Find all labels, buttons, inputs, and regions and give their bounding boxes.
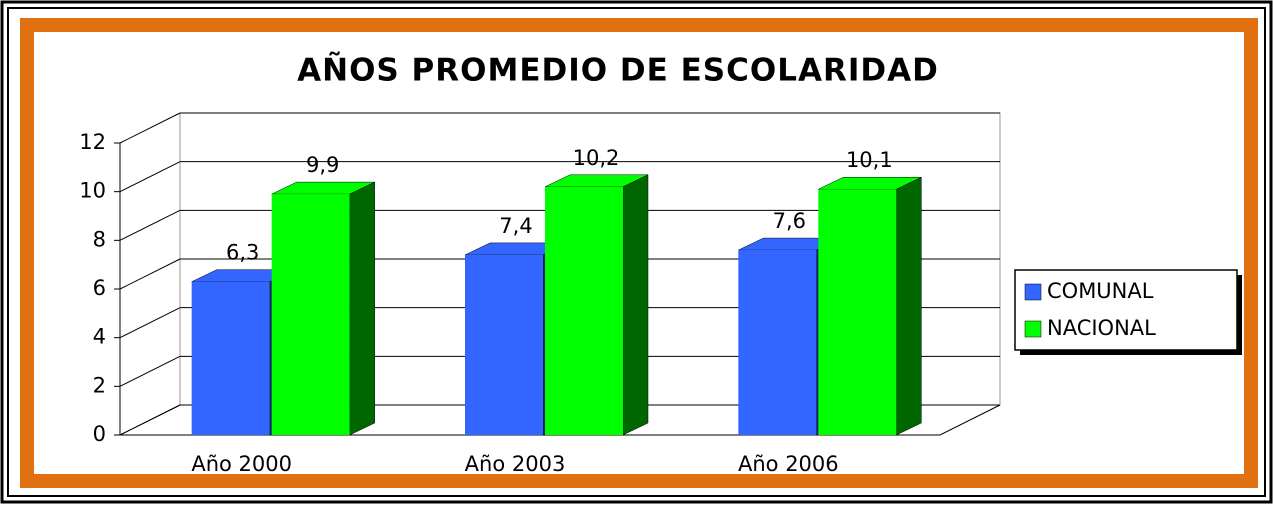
data-label: 10,2	[573, 146, 620, 170]
bar	[545, 186, 623, 435]
chart-title: AÑOS PROMEDIO DE ESCOLARIDAD	[297, 52, 939, 89]
y-tick-label: 0	[93, 422, 106, 446]
y-tick-label: 4	[93, 325, 106, 349]
y-tick-label: 10	[79, 179, 106, 203]
bar	[738, 250, 817, 435]
bar-side	[896, 176, 922, 436]
grid-line	[119, 161, 181, 193]
grid-line	[119, 355, 181, 387]
bar	[465, 254, 543, 435]
legend	[1014, 269, 1238, 351]
legend-label: COMUNAL	[1047, 279, 1154, 303]
inner-border	[7, 7, 1266, 497]
bar	[818, 189, 897, 435]
legend-swatch	[1024, 320, 1042, 338]
x-tick-label: Año 2006	[738, 452, 839, 476]
y-tick-label: 12	[79, 130, 106, 154]
legend-label: NACIONAL	[1047, 316, 1156, 340]
grid-line	[119, 209, 181, 241]
grid-line	[119, 404, 181, 436]
y-tick-label: 6	[93, 276, 106, 300]
bar-side	[622, 174, 649, 436]
data-label: 6,3	[226, 241, 259, 265]
x-tick-label: Año 2003	[465, 452, 566, 476]
bar	[191, 281, 270, 435]
data-label: 7,4	[499, 214, 532, 238]
y-tick-label: 8	[93, 227, 106, 251]
bar-side	[349, 181, 375, 436]
grid-line	[119, 112, 181, 144]
data-label: 7,6	[773, 209, 806, 233]
grid-line	[119, 307, 181, 339]
data-label: 9,9	[306, 153, 339, 177]
grid-line	[119, 258, 181, 290]
x-tick-label: Año 2000	[191, 452, 292, 476]
data-label: 10,1	[846, 148, 893, 172]
bar	[271, 194, 350, 435]
y-tick-label: 2	[93, 373, 106, 397]
legend-swatch	[1024, 283, 1042, 301]
